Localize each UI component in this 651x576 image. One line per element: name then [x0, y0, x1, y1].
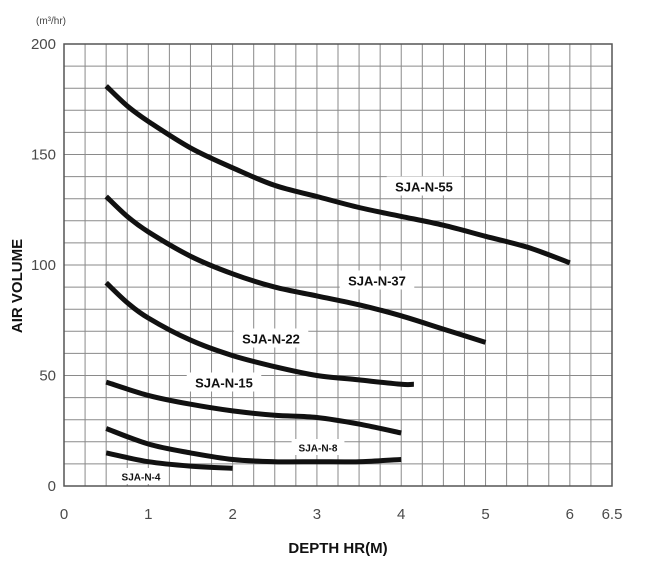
- series-label-background: [186, 372, 262, 392]
- series-line-sja-n-4: [105, 450, 233, 471]
- series-label-group: SJA-N-22: [233, 328, 309, 348]
- series-line-sja-n-55: [104, 84, 571, 266]
- series-label-sja-n-22: SJA-N-22: [242, 332, 300, 347]
- x-tick-label: 0: [60, 506, 68, 523]
- x-tick-label: 6: [566, 506, 574, 523]
- y-tick-label: 200: [31, 36, 56, 53]
- series-label-background: [339, 270, 415, 290]
- series-label-group: SJA-N-15: [186, 372, 262, 392]
- y-tick-label: 100: [31, 257, 56, 274]
- series-line-sja-n-37: [104, 194, 487, 345]
- series-label-sja-n-37: SJA-N-37: [348, 274, 406, 289]
- series-label-background: [233, 328, 309, 348]
- y-tick-label: 150: [31, 147, 56, 164]
- series-line-sja-n-22: [104, 280, 415, 388]
- y-tick-label: 50: [39, 368, 56, 385]
- series-line-sja-n-8: [105, 426, 402, 465]
- y-tick-label: 0: [48, 478, 56, 495]
- series-label-background: [291, 439, 345, 455]
- series-label-sja-n-4: SJA-N-4: [122, 473, 161, 484]
- x-tick-label: 2: [228, 506, 236, 523]
- series-label-group: SJA-N-55: [386, 176, 462, 196]
- series-label-group: SJA-N-4: [114, 468, 168, 484]
- x-axis-title: DEPTH HR(M): [288, 540, 387, 557]
- y-axis-title: AIR VOLUME: [9, 239, 26, 333]
- x-tick-label: 1: [144, 506, 152, 523]
- series-label-sja-n-15: SJA-N-15: [195, 376, 253, 391]
- plot-frame: [63, 43, 613, 487]
- y-tick-labels: 0 50 100 150 200: [31, 36, 56, 495]
- x-tick-label: 4: [397, 506, 405, 523]
- grid: [64, 44, 612, 486]
- series-label-background: [114, 468, 168, 484]
- series-label-sja-n-55: SJA-N-55: [395, 180, 453, 195]
- unit-label: (m³/hr): [36, 16, 66, 27]
- series-line-sja-n-15: [105, 379, 402, 436]
- x-tick-label: 3: [313, 506, 321, 523]
- series-label-group: SJA-N-37: [339, 270, 415, 290]
- x-tick-label: 5: [481, 506, 489, 523]
- curves: [104, 84, 571, 471]
- x-tick-label: 6.5: [602, 506, 623, 523]
- x-tick-labels: 0 1 2 3 4 5 6 6.5: [60, 506, 623, 523]
- series-label-sja-n-8: SJA-N-8: [299, 444, 338, 455]
- series-label-group: SJA-N-8: [291, 439, 345, 455]
- series-labels: SJA-N-55 SJA-N-37 SJA-N-22 SJA-N-15 SJA-N-8 S…: [114, 176, 462, 484]
- series-label-background: [386, 176, 462, 196]
